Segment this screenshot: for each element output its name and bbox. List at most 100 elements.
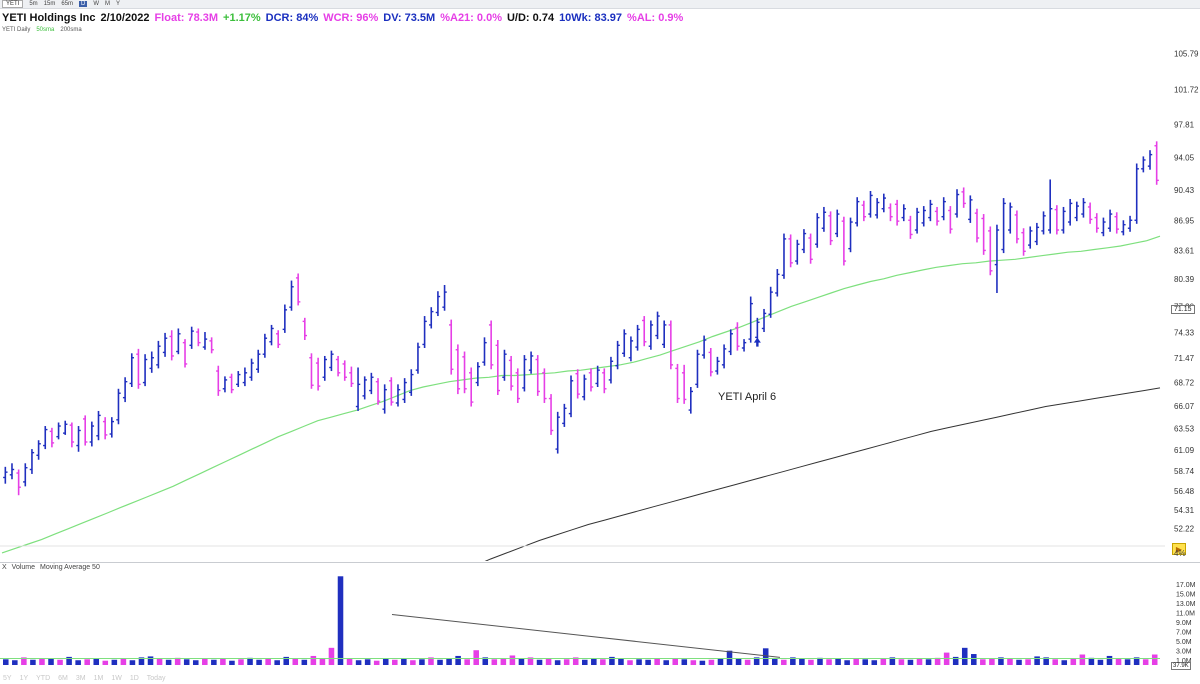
price-bar [748, 296, 753, 343]
price-bar [222, 376, 228, 393]
volume-bar [455, 655, 461, 665]
volume-bar [699, 660, 706, 665]
volume-bar [12, 660, 18, 665]
price-bar [1008, 202, 1013, 234]
volume-ma-label[interactable]: Moving Average 50 [40, 564, 100, 571]
volume-bar [283, 656, 289, 665]
volume-bar [1052, 659, 1058, 665]
volume-bar [1142, 659, 1149, 665]
range-ytd[interactable]: YTD [36, 675, 51, 682]
price-bar [815, 213, 820, 248]
price-bar [555, 411, 560, 454]
play-button[interactable]: ▶ [1172, 543, 1186, 555]
price-bar [395, 384, 401, 407]
volume-bar [744, 659, 751, 665]
volume-bar [1115, 658, 1122, 665]
volume-bar [998, 657, 1004, 665]
price-chart[interactable]: 105.79 101.72 97.81 94.05 90.43 86.95 83.61 80.… [0, 34, 1200, 561]
price-bar [282, 304, 288, 333]
volume-bar [401, 658, 407, 665]
price-bar [442, 285, 447, 311]
price-bar [1147, 150, 1153, 170]
timeframe-65m[interactable]: 65m [61, 1, 74, 7]
price-bar [1154, 141, 1159, 185]
price-bar [768, 286, 773, 318]
price-bar [841, 216, 847, 266]
ud-stat: U/D: 0.74 [506, 12, 555, 24]
volume-bar [582, 659, 588, 665]
volume-bar [826, 659, 832, 665]
series-label[interactable]: YETI Daily [2, 27, 31, 33]
range-1w[interactable]: 1W [111, 675, 122, 682]
price-bar [708, 347, 713, 377]
pane-divider[interactable] [0, 562, 1200, 563]
price-bar [216, 365, 221, 396]
price-bar [894, 199, 900, 226]
price-bar [315, 357, 321, 391]
price-bar [835, 209, 840, 238]
volume-bar [762, 648, 769, 665]
volume-bar [1061, 660, 1068, 665]
timeframe-15m[interactable]: 15m [43, 1, 56, 7]
price-tick-label: 63.53 [1174, 424, 1195, 433]
timeframe-m[interactable]: M [105, 1, 111, 7]
volume-bar [1088, 657, 1095, 665]
volume-tick-label: 5.0M [1176, 639, 1192, 646]
volume-bar [301, 659, 308, 665]
price-bar [608, 356, 614, 384]
range-5y[interactable]: 5Y [3, 675, 12, 682]
chart-annotation: YETI April 6 [718, 391, 777, 403]
range-1m[interactable]: 1M [93, 675, 104, 682]
timeframe-y[interactable]: Y [116, 1, 121, 7]
price-bar [642, 316, 647, 347]
volume-bar [111, 659, 118, 665]
price-bar [775, 269, 780, 297]
price-bar [262, 333, 268, 358]
volume-bar [871, 660, 878, 665]
price-bar [801, 229, 807, 254]
price-bar [329, 350, 334, 372]
price-bar [409, 369, 414, 396]
volume-bar [382, 658, 389, 665]
price-bar [1121, 220, 1126, 236]
percent-label: 4% [1174, 549, 1186, 558]
price-bar [1021, 228, 1026, 256]
volume-tick-label: 1.0M [1176, 658, 1192, 665]
volume-bar [346, 658, 353, 665]
volume-bar [102, 660, 109, 665]
price-bar [322, 355, 327, 381]
price-bar [502, 349, 507, 381]
range-today[interactable]: Today [146, 675, 166, 682]
range-6m[interactable]: 6M [58, 675, 68, 682]
price-bar [156, 340, 161, 369]
volume-bar [3, 659, 9, 665]
price-bar [56, 422, 61, 440]
price-bar [808, 233, 813, 264]
price-bar [482, 337, 487, 366]
range-1d[interactable]: 1D [129, 675, 139, 682]
price-bar [449, 319, 454, 375]
sma200-label[interactable]: 200sma [60, 27, 82, 33]
range-3m[interactable]: 3M [75, 675, 86, 682]
series-legend: YETI Daily 50sma 200sma [2, 27, 82, 33]
wk10-stat: 10Wk: 83.97 [559, 12, 623, 24]
price-tick-label: 58.74 [1174, 467, 1195, 476]
price-bar [1041, 211, 1046, 235]
price-bar [695, 349, 700, 388]
timeframe-d[interactable]: D [79, 1, 88, 7]
price-tick-label: 90.43 [1174, 186, 1195, 195]
timeframe-w[interactable]: W [93, 1, 100, 7]
volume-bar [898, 659, 905, 665]
timeframe-5m[interactable]: 5m [29, 1, 38, 7]
price-bar [622, 329, 627, 357]
volume-chart[interactable]: 17.0M 15.0M 13.0M 11.0M 9.0M 7.0M 5.0M 3.0M 1.0M [0, 572, 1200, 672]
symbol-input[interactable]: YETI [2, 0, 24, 8]
range-1y[interactable]: 1Y [19, 675, 29, 682]
price-bar [162, 332, 168, 357]
sma50-label[interactable]: 50sma [36, 27, 55, 33]
volume-label[interactable]: Volume [11, 564, 36, 571]
price-bar [795, 239, 800, 265]
volume-bar [627, 660, 633, 665]
close-icon[interactable]: X [2, 564, 7, 571]
volume-bar [419, 659, 425, 665]
